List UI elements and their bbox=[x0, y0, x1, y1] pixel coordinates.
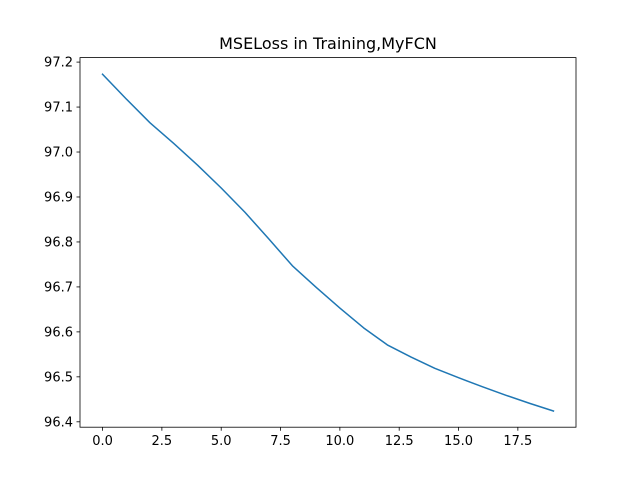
x-tick-label: 5.0 bbox=[211, 434, 232, 449]
x-tick-label: 15.0 bbox=[444, 434, 473, 449]
x-axis: 0.0 2.5 5.0 7.5 10.0 12.5 15.0 17.5 bbox=[92, 427, 532, 449]
x-tick-label: 12.5 bbox=[385, 434, 414, 449]
x-tick-label: 10.0 bbox=[325, 434, 354, 449]
plot-area bbox=[80, 57, 576, 428]
y-tick-label: 97.1 bbox=[44, 101, 73, 116]
y-tick-label: 96.6 bbox=[44, 325, 73, 340]
chart-title: MSELoss in Training,MyFCN bbox=[219, 34, 437, 53]
axes-frame bbox=[79, 57, 577, 428]
y-tick-label: 96.7 bbox=[44, 280, 73, 295]
series-line-0 bbox=[101, 73, 555, 412]
y-tick-label: 97.0 bbox=[44, 146, 73, 161]
y-tick-label: 97.2 bbox=[44, 56, 73, 71]
x-tick-label: 2.5 bbox=[152, 434, 173, 449]
y-axis: 96.4 96.5 96.6 96.7 96.8 96.9 97.0 97.1 97.2 bbox=[44, 56, 80, 430]
y-tick-label: 96.5 bbox=[44, 370, 73, 385]
series-layer bbox=[101, 73, 555, 412]
y-tick-label: 96.4 bbox=[44, 415, 73, 430]
y-tick-label: 96.8 bbox=[44, 235, 73, 250]
y-tick-label: 96.9 bbox=[44, 190, 73, 205]
x-tick-label: 0.0 bbox=[92, 434, 113, 449]
x-tick-label: 7.5 bbox=[270, 434, 291, 449]
x-tick-label: 17.5 bbox=[503, 434, 532, 449]
